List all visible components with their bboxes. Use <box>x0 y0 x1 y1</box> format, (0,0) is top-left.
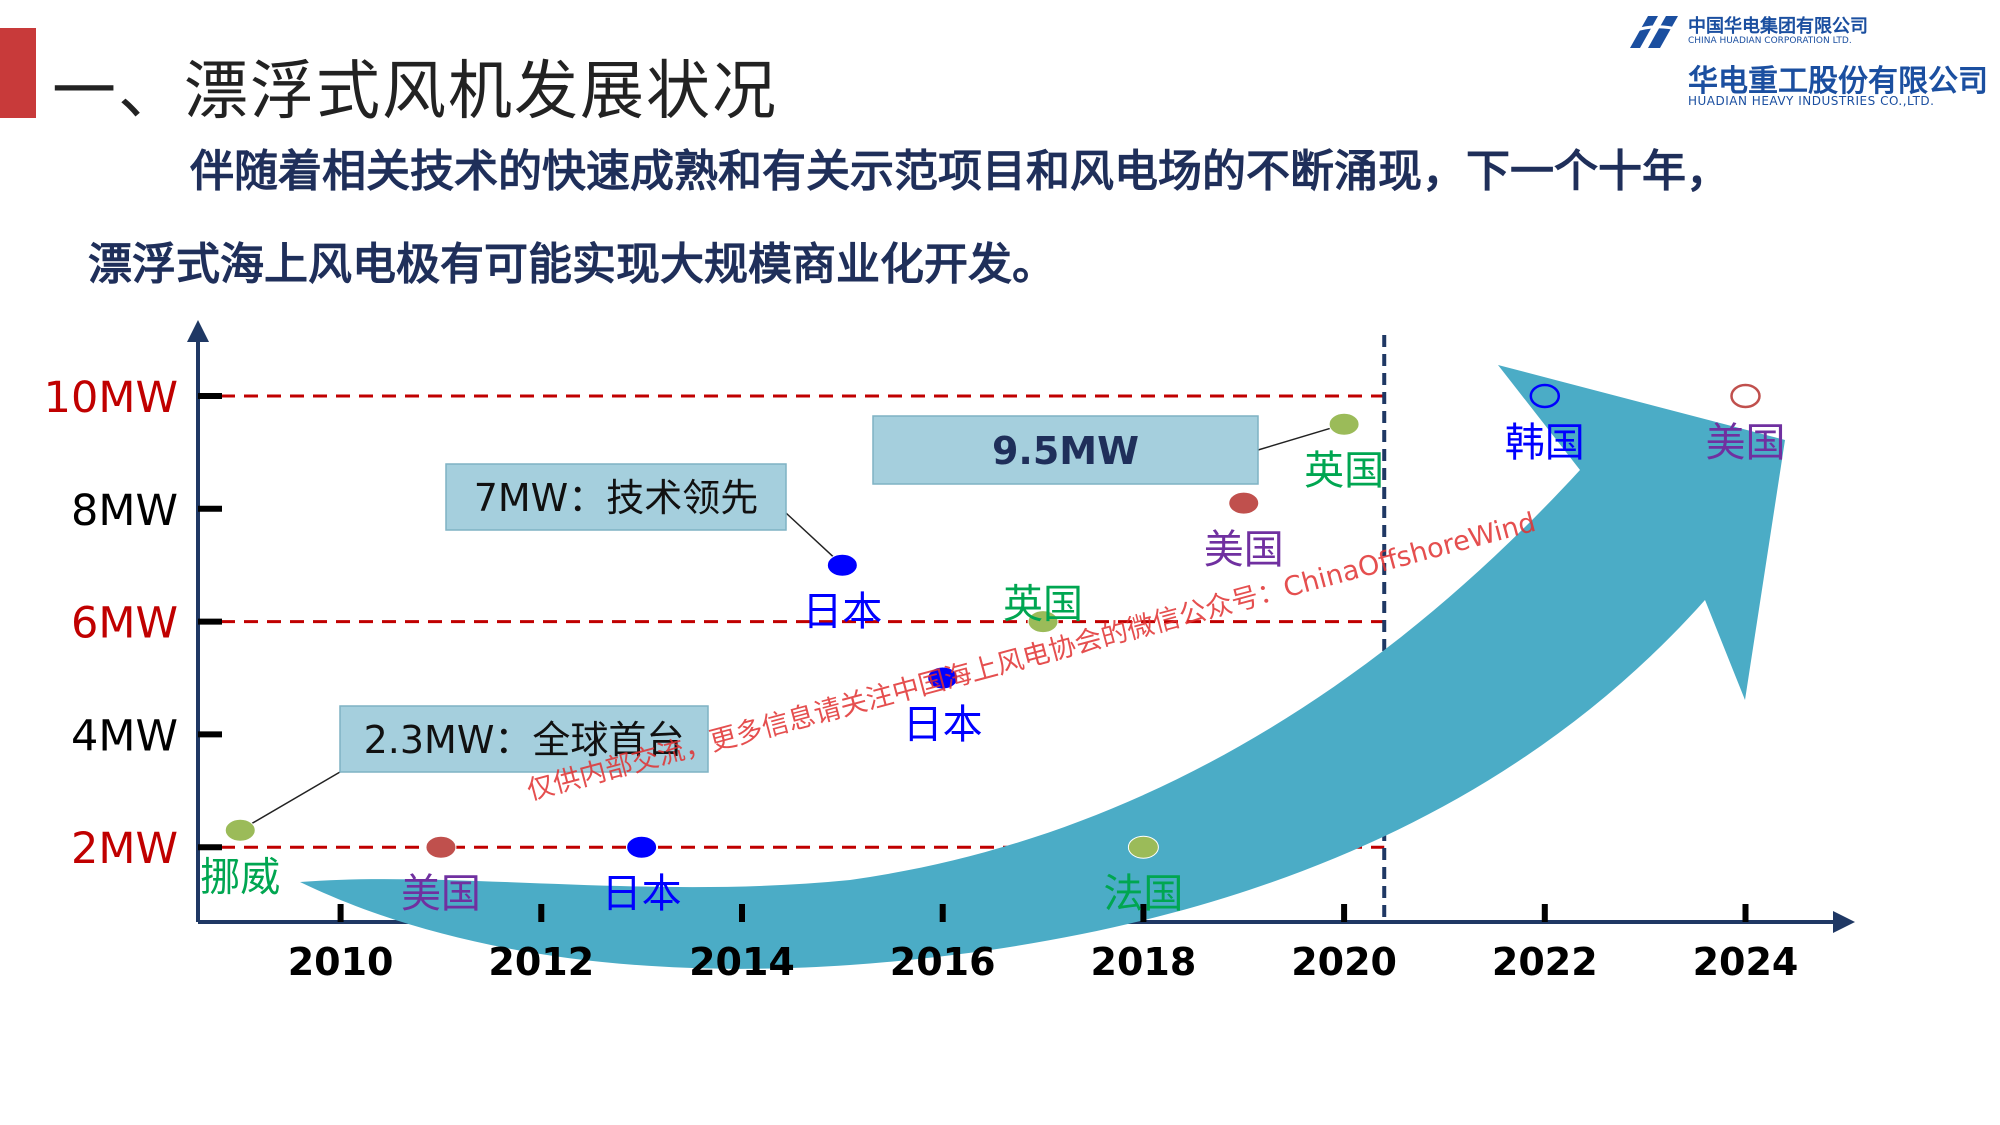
callout-box <box>339 705 709 773</box>
data-point <box>927 666 959 690</box>
trend-arrow <box>300 365 1785 969</box>
callout-box <box>445 463 787 531</box>
y-tick-label: 6MW <box>71 599 178 649</box>
intro-text-line-2: 漂浮式海上风电极有可能实现大规模商业化开发。 <box>88 239 1056 290</box>
y-tick-label: 4MW <box>71 711 178 761</box>
data-point <box>1328 412 1360 436</box>
point-label: 美国 <box>401 871 481 917</box>
callout-text: 2.3MW：全球首台 <box>364 718 685 762</box>
title-accent-bar <box>0 28 36 118</box>
huadian-logo-icon <box>1625 16 1681 48</box>
data-point <box>1730 383 1761 409</box>
logo-cn-subsidiary: 华电重工股份有限公司 <box>1688 64 1988 99</box>
logo-en-subsidiary: HUADIAN HEAVY INDUSTRIES CO.,LTD. <box>1688 94 1935 108</box>
x-tick-label: 2014 <box>689 940 795 984</box>
callouts: 2.3MW：全球首台 7MW：技术领先 9.5MW <box>339 415 1259 773</box>
callout-leader-line <box>239 771 341 831</box>
point-label: 法国 <box>1103 871 1183 917</box>
y-tick-label: 2MW <box>71 824 178 874</box>
x-axis-ticks: 2010 2012 2014 2016 2018 2020 2022 2024 <box>288 904 1799 984</box>
callout-box <box>872 415 1259 485</box>
point-label: 日本 <box>802 589 882 635</box>
y-tick-label: 8MW <box>71 486 178 536</box>
point-label: 英国 <box>1304 448 1384 494</box>
x-tick-label: 2020 <box>1291 940 1397 984</box>
data-point <box>1027 610 1059 634</box>
x-tick-label: 2012 <box>488 940 594 984</box>
point-label: 英国 <box>1003 582 1083 628</box>
point-label: 日本 <box>602 871 682 917</box>
callout-text: 7MW：技术领先 <box>474 476 759 520</box>
x-axis-arrowhead <box>1833 911 1855 933</box>
point-label: 美国 <box>1705 420 1785 466</box>
reference-lines <box>198 394 1385 849</box>
x-tick-label: 2022 <box>1492 940 1598 984</box>
point-label: 美国 <box>1204 527 1284 573</box>
x-tick-label: 2018 <box>1091 940 1197 984</box>
x-tick-label: 2024 <box>1693 940 1799 984</box>
data-point <box>224 818 256 842</box>
y-axis-arrowhead <box>187 320 209 342</box>
intro-text-line-1: 伴随着相关技术的快速成熟和有关示范项目和风电场的不断涌现，下一个十年， <box>190 146 1730 197</box>
point-label: 日本 <box>903 702 983 748</box>
slide-title: 一、漂浮式风机发展状况 <box>52 55 778 129</box>
data-point <box>626 835 658 859</box>
data-points <box>224 383 1761 859</box>
point-label: 挪威 <box>200 854 280 900</box>
data-point <box>425 835 457 859</box>
data-point <box>1529 383 1561 409</box>
company-logo: 中国华电集团有限公司 CHINA HUADIAN CORPORATION LTD… <box>1620 8 1990 108</box>
data-point <box>1228 491 1260 515</box>
callout-text: 9.5MW <box>992 429 1139 473</box>
x-tick-label: 2010 <box>288 940 394 984</box>
data-point <box>1127 835 1159 859</box>
y-tick-label: 10MW <box>44 373 178 423</box>
point-label: 韩国 <box>1505 420 1585 466</box>
logo-cn-name: 中国华电集团有限公司 <box>1688 16 1868 37</box>
x-tick-label: 2016 <box>890 940 996 984</box>
data-point <box>826 553 858 577</box>
y-axis-ticks: 2MW 4MW 6MW 8MW 10MW <box>44 373 222 874</box>
logo-en-name: CHINA HUADIAN CORPORATION LTD. <box>1688 36 1852 46</box>
